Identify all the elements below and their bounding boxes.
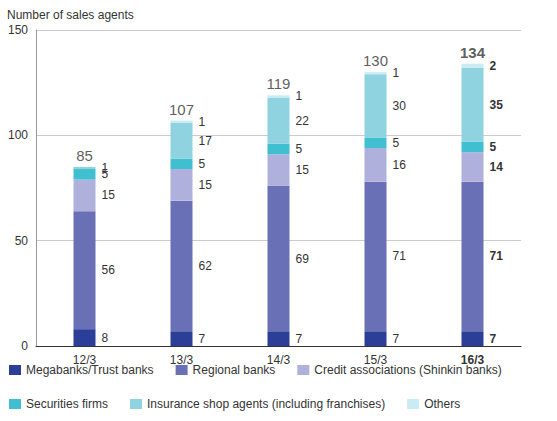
svg-text:69: 69 [296, 252, 310, 266]
svg-text:7: 7 [296, 332, 303, 346]
svg-text:0: 0 [21, 339, 28, 353]
svg-text:14: 14 [490, 160, 504, 174]
svg-text:5: 5 [490, 140, 497, 154]
svg-text:1: 1 [199, 115, 206, 129]
svg-text:7: 7 [199, 332, 206, 346]
svg-text:119: 119 [267, 75, 291, 92]
svg-text:13/3: 13/3 [170, 353, 194, 367]
svg-text:71: 71 [393, 249, 407, 263]
svg-text:5: 5 [199, 157, 206, 171]
svg-text:Securities firms: Securities firms [26, 397, 108, 411]
svg-text:150: 150 [8, 23, 28, 37]
svg-text:Number of sales agents: Number of sales agents [7, 8, 134, 22]
svg-text:5: 5 [393, 136, 400, 150]
svg-text:17: 17 [199, 134, 213, 148]
svg-text:1: 1 [393, 66, 400, 80]
svg-text:8: 8 [102, 331, 109, 345]
svg-text:85: 85 [76, 147, 93, 164]
svg-text:15: 15 [199, 178, 213, 192]
svg-text:Insurance shop agents (includi: Insurance shop agents (including franchi… [147, 397, 385, 411]
svg-text:16/3: 16/3 [460, 353, 485, 367]
svg-text:Credit associations (Shinkin b: Credit associations (Shinkin banks) [314, 363, 501, 377]
svg-text:Megabanks/Trust banks: Megabanks/Trust banks [26, 363, 154, 377]
svg-text:12/3: 12/3 [72, 353, 97, 367]
svg-text:134: 134 [460, 44, 486, 61]
svg-text:15/3: 15/3 [363, 353, 388, 367]
svg-text:107: 107 [169, 101, 194, 118]
svg-text:56: 56 [102, 263, 116, 277]
svg-text:100: 100 [8, 128, 28, 142]
svg-text:71: 71 [490, 249, 504, 263]
svg-text:1: 1 [102, 161, 109, 175]
svg-text:5: 5 [296, 142, 303, 156]
svg-text:30: 30 [393, 99, 407, 113]
svg-text:Others: Others [424, 397, 460, 411]
svg-text:Regional banks: Regional banks [193, 363, 276, 377]
svg-text:62: 62 [199, 259, 213, 273]
svg-text:130: 130 [363, 52, 388, 69]
svg-text:7: 7 [393, 332, 400, 346]
svg-text:35: 35 [490, 98, 504, 112]
svg-text:7: 7 [490, 332, 497, 346]
svg-text:1: 1 [296, 89, 303, 103]
svg-text:2: 2 [490, 59, 497, 73]
svg-text:15: 15 [296, 163, 310, 177]
svg-text:22: 22 [296, 114, 310, 128]
svg-text:50: 50 [15, 234, 29, 248]
svg-text:16: 16 [393, 158, 407, 172]
svg-text:15: 15 [102, 188, 116, 202]
svg-text:14/3: 14/3 [266, 353, 291, 367]
